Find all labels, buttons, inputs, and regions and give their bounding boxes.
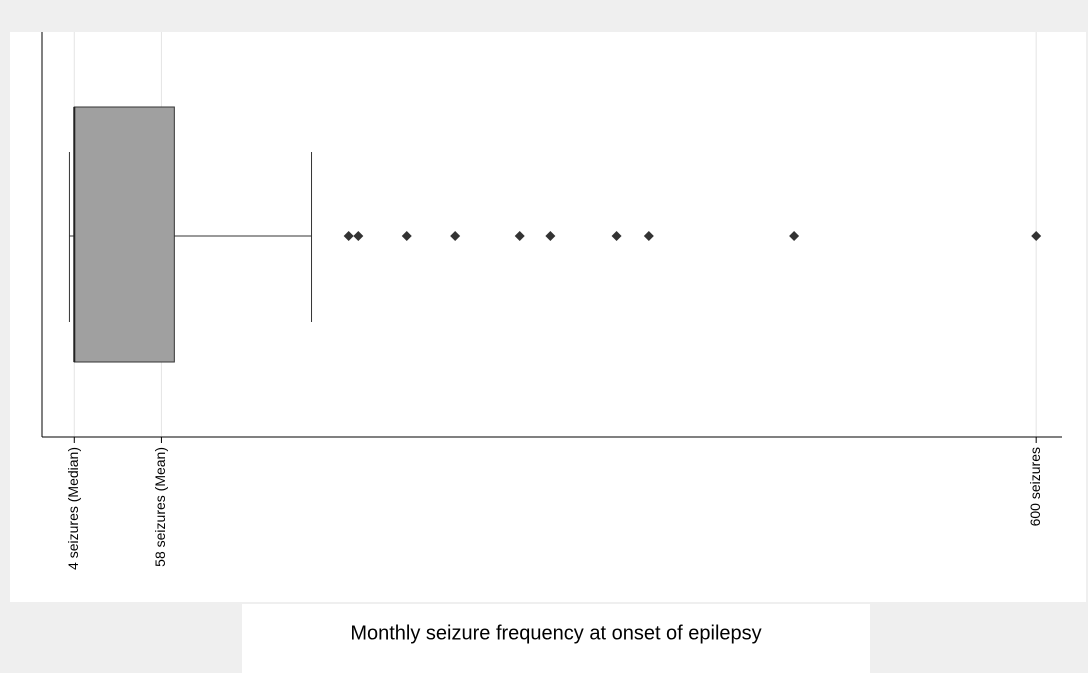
label-background [242, 604, 870, 673]
x-tick-label: 4 seizures (Median) [65, 447, 81, 570]
outlier [353, 231, 364, 241]
outlier [1031, 231, 1042, 241]
outlier [545, 231, 556, 241]
box [73, 106, 175, 363]
x-tick-label: 58 seizures (Mean) [152, 447, 168, 567]
outlier [789, 231, 800, 241]
outlier [611, 231, 622, 241]
outlier [450, 231, 461, 241]
outlier [643, 231, 654, 241]
x-tick-label: 600 seizures [1027, 447, 1043, 526]
outlier [514, 231, 525, 241]
plot-background [10, 32, 1086, 602]
outlier [401, 231, 412, 241]
outlier [343, 231, 354, 241]
x-axis-label: Monthly seizure frequency at onset of ep… [350, 622, 761, 644]
